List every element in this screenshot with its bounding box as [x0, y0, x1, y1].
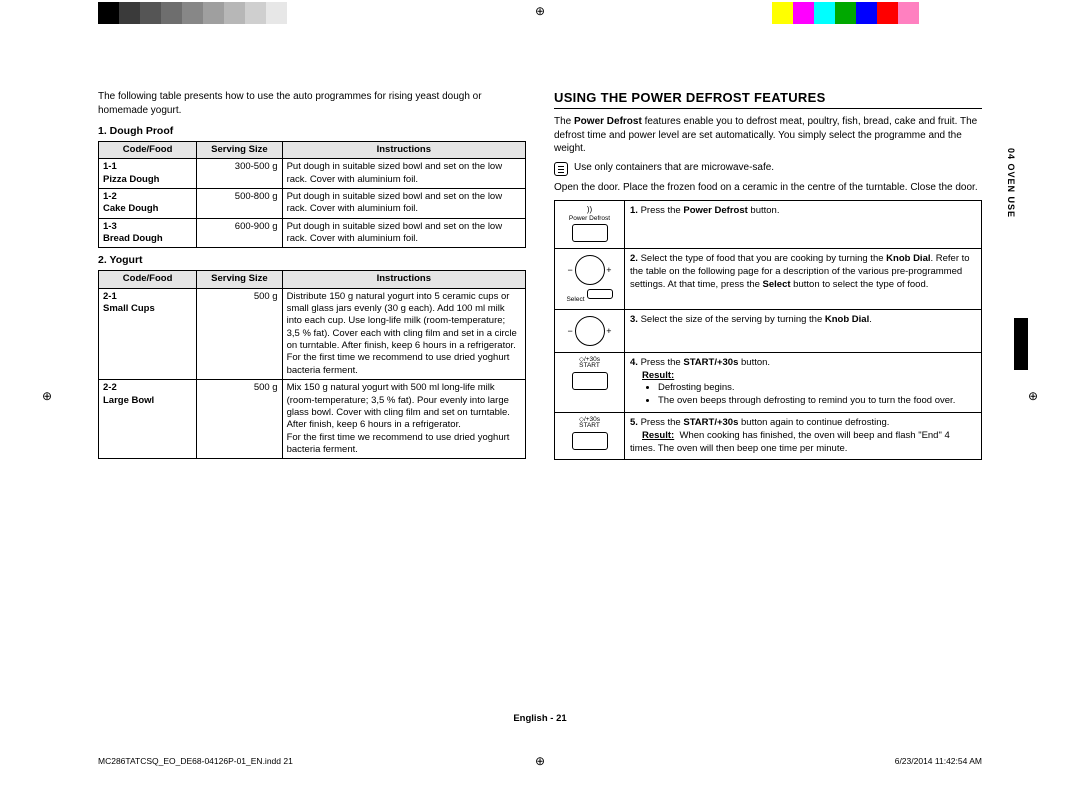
size-cell: 500-800 g — [197, 189, 282, 219]
step-row: 3. Select the size of the serving by tur… — [555, 309, 982, 352]
registration-top: ⊕ — [535, 4, 545, 18]
code-cell: 1-3Bread Dough — [99, 218, 197, 248]
step-num: 3. — [630, 314, 638, 325]
table-row: 1-3Bread Dough 600-900 g Put dough in su… — [99, 218, 526, 248]
step-num: 2. — [630, 253, 638, 264]
power-defrost-heading: USING THE POWER DEFROST FEATURES — [554, 90, 982, 109]
result-label: Result: — [642, 430, 674, 441]
th-size: Serving Size — [197, 271, 282, 288]
th-code: Code/Food — [99, 142, 197, 159]
th-inst: Instructions — [282, 142, 525, 159]
intro-text: The following table presents how to use … — [98, 90, 526, 117]
button-outline — [572, 432, 608, 450]
inst-cell: Put dough in suitable sized bowl and set… — [282, 218, 525, 248]
inst-cell: Put dough in suitable sized bowl and set… — [282, 159, 525, 189]
button-outline — [572, 372, 608, 390]
step-text: 1. Press the Power Defrost button. — [625, 201, 982, 249]
registration-right: ⊕ — [1028, 389, 1038, 403]
pic-label: START — [560, 423, 619, 430]
size-cell: 300-500 g — [197, 159, 282, 189]
code-cell: 2-2Large Bowl — [99, 380, 197, 459]
knob-dial-icon — [575, 255, 605, 285]
step-row: )) Power Defrost 1. Press the Power Defr… — [555, 201, 982, 249]
note-icon — [554, 162, 568, 176]
left-column: The following table presents how to use … — [98, 90, 526, 460]
power-defrost-intro: The Power Defrost features enable you to… — [554, 115, 982, 156]
step-pictogram: ◇/+30s START — [555, 352, 625, 412]
dough-proof-table: Code/Food Serving Size Instructions 1-1P… — [98, 141, 526, 248]
th-size: Serving Size — [197, 142, 282, 159]
knob-dial-icon — [575, 316, 605, 346]
registration-bottom: ⊕ — [535, 754, 545, 768]
inst-cell: Put dough in suitable sized bowl and set… — [282, 189, 525, 219]
pd-intro-b: Power Defrost — [574, 116, 642, 127]
table-row: 2-1Small Cups 500 g Distribute 150 g nat… — [99, 288, 526, 379]
page-number: English - 21 — [0, 713, 1080, 724]
open-door-text: Open the door. Place the frozen food on … — [554, 181, 982, 195]
th-code: Code/Food — [99, 271, 197, 288]
result-bullet: Defrosting begins. — [658, 382, 976, 395]
pd-intro-a: The — [554, 116, 574, 127]
inst-cell: Mix 150 g natural yogurt with 500 ml lon… — [282, 380, 525, 459]
note-text: Use only containers that are microwave-s… — [574, 162, 774, 173]
steps-table: )) Power Defrost 1. Press the Power Defr… — [554, 200, 982, 460]
note-row: Use only containers that are microwave-s… — [554, 162, 982, 176]
page-content: The following table presents how to use … — [98, 90, 982, 460]
code-cell: 2-1Small Cups — [99, 288, 197, 379]
yogurt-table: Code/Food Serving Size Instructions 2-1S… — [98, 270, 526, 459]
footer-filename: MC286TATCSQ_EO_DE68-04126P-01_EN.indd 21 — [98, 756, 293, 766]
size-cell: 500 g — [197, 288, 282, 379]
step-row: ◇/+30s START 5. Press the START/+30s but… — [555, 412, 982, 459]
step-pictogram — [555, 309, 625, 352]
step-pictogram: Select — [555, 249, 625, 309]
code-cell: 1-1Pizza Dough — [99, 159, 197, 189]
table-row: 1-1Pizza Dough 300-500 g Put dough in su… — [99, 159, 526, 189]
result-text: When cooking has finished, the oven will… — [630, 430, 950, 454]
inst-cell: Distribute 150 g natural yogurt into 5 c… — [282, 288, 525, 379]
result-bullet: The oven beeps through defrosting to rem… — [658, 395, 976, 408]
color-bar-right — [562, 2, 982, 24]
step-pictogram: )) Power Defrost — [555, 201, 625, 249]
step-num: 1. — [630, 205, 638, 216]
button-outline — [572, 224, 608, 242]
yogurt-heading: 2. Yogurt — [98, 254, 526, 266]
color-bar-left — [98, 2, 518, 24]
step-num: 5. — [630, 417, 638, 428]
registration-left: ⊕ — [42, 389, 52, 403]
step-text: 2. Select the type of food that you are … — [625, 249, 982, 309]
step-row: Select 2. Select the type of food that y… — [555, 249, 982, 309]
result-label: Result: — [642, 370, 674, 381]
thumb-index-block — [1014, 318, 1028, 370]
step-pictogram: ◇/+30s START — [555, 412, 625, 459]
step-row: ◇/+30s START 4. Press the START/+30s but… — [555, 352, 982, 412]
code-cell: 1-2Cake Dough — [99, 189, 197, 219]
button-outline — [587, 289, 613, 299]
dough-proof-heading: 1. Dough Proof — [98, 125, 526, 137]
pic-label: Power Defrost — [560, 216, 619, 223]
step-text: 4. Press the START/+30s button. Result: … — [625, 352, 982, 412]
th-inst: Instructions — [282, 271, 525, 288]
table-row: 1-2Cake Dough 500-800 g Put dough in sui… — [99, 189, 526, 219]
size-cell: 600-900 g — [197, 218, 282, 248]
step-num: 4. — [630, 357, 638, 368]
table-row: 2-2Large Bowl 500 g Mix 150 g natural yo… — [99, 380, 526, 459]
section-tab: 04 OVEN USE — [1006, 148, 1016, 218]
pic-label: START — [560, 363, 619, 370]
step-text: 5. Press the START/+30s button again to … — [625, 412, 982, 459]
size-cell: 500 g — [197, 380, 282, 459]
footer-timestamp: 6/23/2014 11:42:54 AM — [895, 756, 982, 766]
step-text: 3. Select the size of the serving by tur… — [625, 309, 982, 352]
pic-label: Select — [566, 296, 584, 303]
right-column: USING THE POWER DEFROST FEATURES The Pow… — [554, 90, 982, 460]
